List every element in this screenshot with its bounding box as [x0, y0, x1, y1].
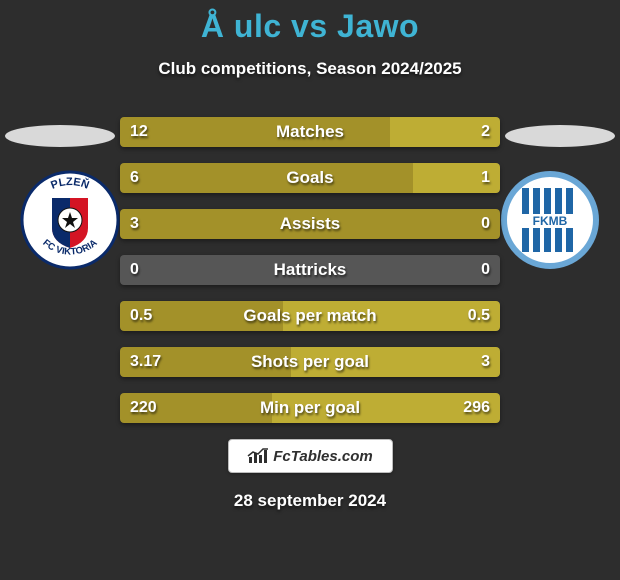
stat-bar-left	[120, 255, 310, 285]
stat-bar-right	[291, 347, 500, 377]
stat-bar-right	[413, 163, 500, 193]
stat-row: Min per goal220296	[120, 393, 500, 423]
stat-bar-right	[272, 393, 500, 423]
disc-shadow-left	[5, 125, 115, 147]
stat-row: Hattricks00	[120, 255, 500, 285]
fctables-link[interactable]: FcTables.com	[228, 439, 393, 473]
stat-row: Goals per match0.50.5	[120, 301, 500, 331]
stat-bar-left	[120, 393, 272, 423]
disc-shadow-right	[505, 125, 615, 147]
stats-list: Matches122 Goals61 Assists30 Hattricks00 Goa…	[120, 117, 500, 423]
stat-bar-right	[283, 301, 500, 331]
chart-icon	[247, 447, 269, 465]
team-crest-left: PLZEŇ FC VIKTORIA	[20, 170, 120, 270]
stat-row: Goals61	[120, 163, 500, 193]
crest-right-text: FKMB	[533, 214, 568, 228]
stat-bar-left	[120, 347, 291, 377]
stat-bar-left	[120, 117, 390, 147]
stat-bar-left	[120, 301, 283, 331]
stat-bar-left	[120, 163, 413, 193]
stat-row: Assists30	[120, 209, 500, 239]
stat-bar-right	[310, 255, 500, 285]
subtitle: Club competitions, Season 2024/2025	[0, 59, 620, 79]
stat-row: Matches122	[120, 117, 500, 147]
team-crest-right: FKMB	[500, 170, 600, 270]
date-text: 28 september 2024	[0, 491, 620, 511]
stat-row: Shots per goal3.173	[120, 347, 500, 377]
stat-bar-right	[390, 117, 500, 147]
footer-logo-wrap: FcTables.com	[0, 439, 620, 473]
footer-logo-text: FcTables.com	[273, 448, 372, 465]
comparison-card: Å ulc vs Jawo Club competitions, Season …	[0, 0, 620, 580]
page-title: Å ulc vs Jawo	[0, 0, 620, 45]
stat-bar-left	[120, 209, 500, 239]
